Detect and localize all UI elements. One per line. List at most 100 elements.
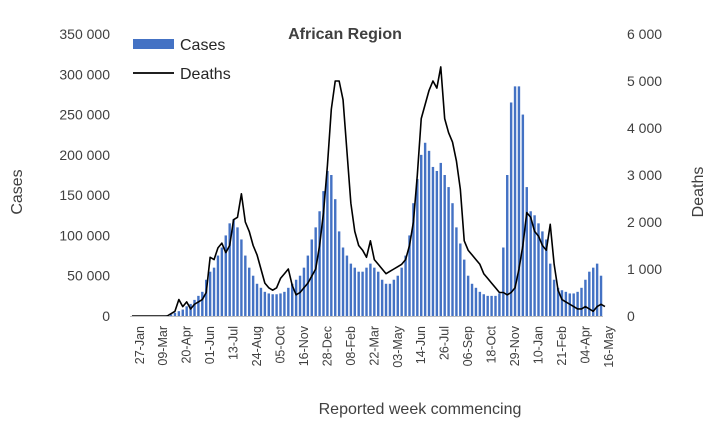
cases-bar — [494, 295, 497, 316]
cases-bar — [326, 170, 329, 316]
cases-bar — [423, 142, 427, 316]
cases-bar — [552, 279, 556, 316]
right-tick-label: 2 000 — [627, 214, 662, 230]
cases-bar — [275, 294, 278, 316]
cases-bar — [181, 309, 184, 316]
cases-bar — [490, 295, 493, 316]
x-tick-label: 03-May — [391, 325, 405, 367]
cases-bar — [435, 170, 439, 316]
cases-bar — [380, 279, 384, 316]
cases-bar — [545, 239, 548, 316]
cases-bar — [244, 255, 247, 316]
legend-cases-swatch — [133, 39, 174, 49]
cases-bar — [365, 267, 368, 316]
cases-bar — [463, 259, 466, 316]
cases-bar — [279, 293, 282, 316]
cases-bar — [513, 86, 517, 317]
legend: Cases Deaths — [133, 37, 231, 83]
cases-bar — [318, 211, 321, 316]
x-tick-label: 06-Sep — [461, 326, 475, 366]
cases-bar — [502, 247, 505, 316]
cases-bar — [334, 199, 337, 316]
cases-bar — [220, 247, 224, 316]
right-axis-label: Deaths — [690, 167, 707, 218]
legend-cases-label: Cases — [180, 37, 225, 54]
cases-bar — [283, 291, 286, 316]
cases-bar — [509, 102, 513, 317]
cases-bar — [177, 311, 181, 316]
cases-bar — [248, 267, 251, 316]
cases-bar — [205, 279, 208, 316]
cases-bar — [564, 291, 568, 316]
cases-bar — [580, 287, 583, 316]
cases-bar — [294, 279, 298, 316]
cases-bar — [592, 267, 595, 316]
x-tick-label: 16-Nov — [297, 325, 311, 366]
cases-bar — [337, 231, 341, 316]
cases-bar — [412, 203, 415, 316]
x-tick-label: 04-Apr — [578, 326, 592, 364]
cases-bar — [396, 275, 399, 316]
cases-bar — [392, 279, 396, 316]
x-tick-label: 01-Jun — [203, 326, 217, 364]
deaths-line — [131, 66, 606, 317]
cases-bar — [537, 223, 540, 316]
cases-bar — [576, 291, 579, 316]
left-axis-tick-labels: 0 50 000 100 000 150 000 200 000 250 000 300 0… — [59, 26, 110, 324]
cases-bar — [416, 179, 419, 316]
left-tick-label: 150 000 — [59, 187, 110, 203]
cases-bar — [556, 287, 560, 316]
cases-bar — [447, 187, 450, 316]
cases-bar — [533, 215, 536, 316]
cases-bar — [599, 275, 603, 316]
cases-bar — [357, 271, 360, 316]
right-tick-label: 4 000 — [627, 120, 662, 136]
x-tick-label: 29-Nov — [508, 325, 522, 366]
cases-bar — [287, 287, 290, 316]
cases-bar — [404, 255, 407, 316]
cases-bar — [595, 263, 599, 316]
cases-bar — [486, 295, 489, 316]
cases-bar — [470, 283, 474, 316]
cases-bars — [165, 86, 603, 317]
cases-bar — [189, 303, 192, 316]
cases-bar — [427, 150, 431, 316]
cases-bar — [482, 294, 485, 316]
left-tick-label: 0 — [102, 308, 110, 324]
cases-bar — [345, 255, 349, 316]
x-tick-label: 21-Feb — [555, 326, 569, 366]
cases-bar — [525, 187, 528, 316]
right-tick-label: 3 000 — [627, 167, 662, 183]
cases-bar — [193, 299, 196, 316]
cases-bar — [517, 86, 521, 317]
x-tick-label: 10-Jan — [532, 326, 546, 364]
left-tick-label: 350 000 — [59, 26, 110, 42]
cases-bar — [236, 227, 239, 316]
cases-bar — [584, 279, 587, 316]
cases-bar — [466, 275, 470, 316]
x-tick-label: 16-May — [602, 325, 616, 367]
right-axis-tick-labels: 0 1 000 2 000 3 000 4 000 5 000 6 000 — [627, 26, 662, 324]
cases-bar — [541, 231, 544, 316]
x-tick-label: 22-Mar — [367, 326, 381, 366]
x-tick-label: 27-Jan — [133, 326, 147, 364]
cases-bar — [560, 290, 564, 316]
cases-bar — [349, 263, 353, 316]
cases-bar — [322, 191, 325, 316]
cases-bar — [259, 287, 263, 316]
cases-bar — [506, 175, 509, 316]
left-tick-label: 50 000 — [67, 268, 110, 284]
cases-bar — [251, 275, 255, 316]
legend-deaths-label: Deaths — [180, 66, 231, 83]
x-tick-label: 20-Apr — [180, 326, 194, 364]
cases-bar — [572, 293, 575, 316]
cases-bar — [271, 294, 274, 316]
cases-bar — [310, 239, 313, 316]
x-tick-label: 14-Jun — [414, 326, 428, 364]
cases-bar — [400, 267, 403, 316]
cases-bar — [185, 306, 188, 316]
x-tick-label: 09-Mar — [156, 326, 170, 366]
left-tick-label: 100 000 — [59, 227, 110, 243]
right-tick-label: 6 000 — [627, 26, 662, 42]
